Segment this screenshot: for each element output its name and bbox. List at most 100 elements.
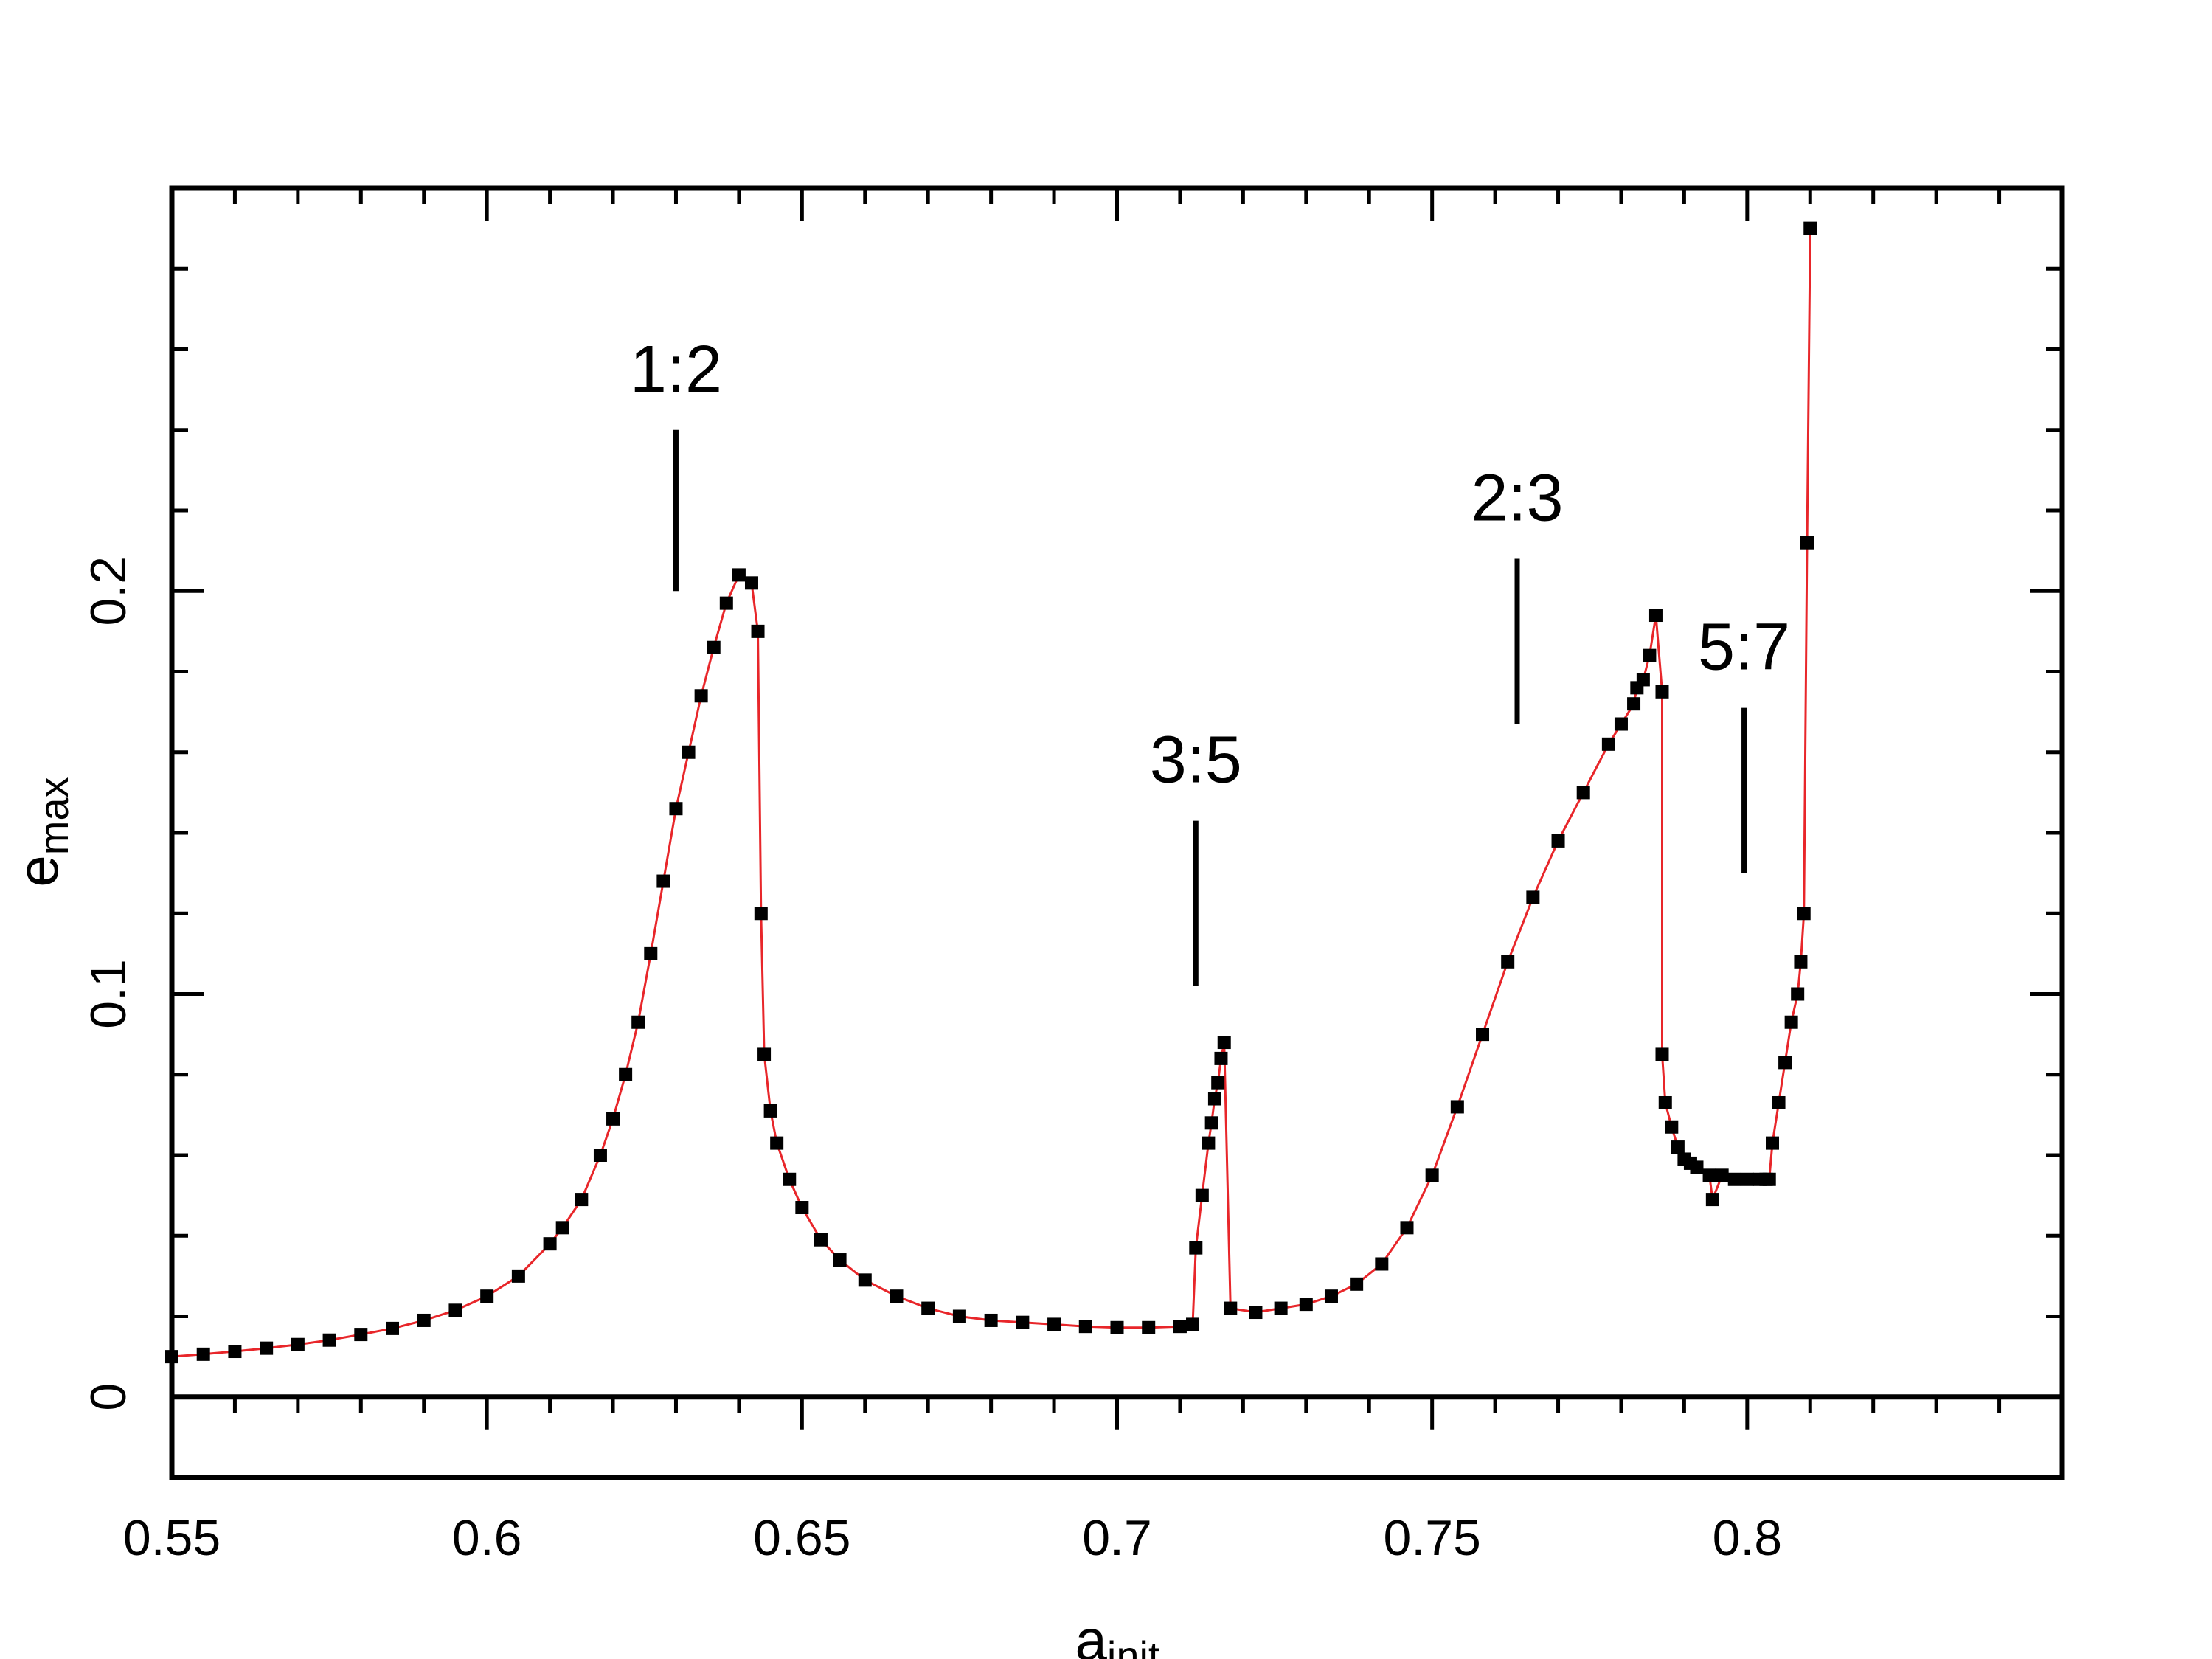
series-line	[171, 228, 1811, 1358]
data-point	[1195, 1188, 1209, 1202]
data-point	[763, 1104, 777, 1118]
data-point	[1648, 609, 1663, 623]
data-point	[754, 907, 768, 921]
data-point	[1324, 1289, 1338, 1303]
data-point	[1501, 955, 1515, 969]
data-point	[322, 1333, 336, 1347]
data-point	[1655, 1047, 1669, 1061]
data-point	[1204, 1116, 1218, 1130]
data-point	[1299, 1298, 1313, 1312]
data-point	[1214, 1051, 1228, 1065]
data-point	[1791, 987, 1805, 1001]
data-point	[1614, 717, 1628, 731]
annotations: 1:2 3:5 2:3 5:7	[630, 333, 1790, 986]
data-point	[1797, 907, 1811, 921]
data-point	[1705, 1193, 1719, 1207]
data-point	[165, 1350, 178, 1364]
data-point	[555, 1221, 569, 1235]
plot-frame	[169, 185, 2065, 1480]
data-point	[952, 1309, 966, 1323]
data-point	[260, 1341, 274, 1355]
y-tick-label: 0	[80, 1383, 136, 1411]
data-point	[1772, 1095, 1786, 1109]
data-point	[707, 640, 721, 654]
data-point	[448, 1303, 462, 1317]
data-point	[1636, 673, 1650, 687]
data-point	[1715, 1168, 1729, 1182]
data-point	[719, 596, 733, 610]
data-point	[386, 1321, 400, 1335]
data-point	[511, 1269, 525, 1283]
data-point	[682, 745, 696, 759]
data-point	[1794, 955, 1808, 969]
data-point	[606, 1112, 620, 1126]
data-point	[1425, 1168, 1439, 1182]
y-axis-title-sub: max	[30, 777, 77, 855]
x-axis-title-main: a	[1075, 1607, 1108, 1659]
data-point	[757, 1047, 772, 1061]
data-point	[644, 946, 658, 960]
data-point	[1274, 1301, 1288, 1315]
x-tick-label: 0.6	[452, 1510, 522, 1566]
data-point	[1665, 1120, 1679, 1134]
data-point	[1375, 1257, 1389, 1271]
annotation-label: 3:5	[1150, 724, 1242, 797]
data-point	[744, 576, 758, 590]
y-tick-label: 0.1	[80, 959, 136, 1029]
data-point	[1047, 1317, 1061, 1331]
x-tick-label: 0.55	[123, 1510, 221, 1566]
x-tick-label: 0.7	[1082, 1510, 1152, 1566]
data-point	[783, 1172, 797, 1186]
data-point	[921, 1301, 935, 1315]
annotation-label: 1:2	[630, 333, 722, 406]
data-point	[1476, 1028, 1490, 1042]
data-point	[1189, 1241, 1203, 1255]
data-point	[1224, 1301, 1238, 1315]
data-point	[1762, 1172, 1776, 1186]
series-markers	[165, 221, 1817, 1364]
data-point	[1576, 786, 1590, 800]
data-point	[1207, 1092, 1221, 1106]
data-point	[543, 1237, 557, 1251]
data-point	[1702, 1168, 1716, 1182]
data-point	[1551, 834, 1565, 848]
data-point	[732, 568, 746, 582]
data-point	[1202, 1136, 1216, 1150]
data-point	[1803, 221, 1817, 235]
x-tick-labels: 0.55 0.6 0.65 0.7 0.75 0.8	[123, 1510, 1782, 1566]
y-axis-title: emax	[5, 777, 77, 887]
data-point	[1078, 1320, 1092, 1334]
data-point	[228, 1345, 242, 1359]
data-point	[196, 1347, 210, 1361]
data-point	[417, 1313, 431, 1327]
data-point	[1350, 1277, 1364, 1291]
data-point	[291, 1337, 305, 1351]
y-tick-label: 0.2	[80, 556, 136, 626]
x-tick-label: 0.75	[1383, 1510, 1480, 1566]
data-point	[1186, 1317, 1200, 1331]
data-point	[1211, 1076, 1225, 1090]
data-point	[575, 1193, 589, 1207]
data-point	[1400, 1221, 1414, 1235]
x-axis-title-sub: init	[1107, 1632, 1160, 1659]
data-point	[1110, 1320, 1124, 1334]
data-point	[669, 802, 683, 816]
data-point	[354, 1328, 368, 1342]
data-point	[619, 1067, 633, 1081]
data-point	[694, 689, 708, 703]
data-point	[1740, 1172, 1754, 1186]
data-point	[1643, 648, 1657, 662]
data-point	[795, 1201, 809, 1215]
data-point	[833, 1253, 847, 1267]
data-point	[656, 874, 670, 888]
annotation-label: 5:7	[1698, 611, 1790, 685]
data-point	[1627, 697, 1641, 711]
data-point	[1655, 685, 1669, 699]
data-point	[1601, 737, 1615, 751]
x-tick-label: 0.8	[1713, 1510, 1783, 1566]
data-point	[1526, 890, 1540, 904]
data-point	[814, 1233, 828, 1247]
data-point	[984, 1313, 998, 1327]
data-point	[858, 1273, 872, 1287]
